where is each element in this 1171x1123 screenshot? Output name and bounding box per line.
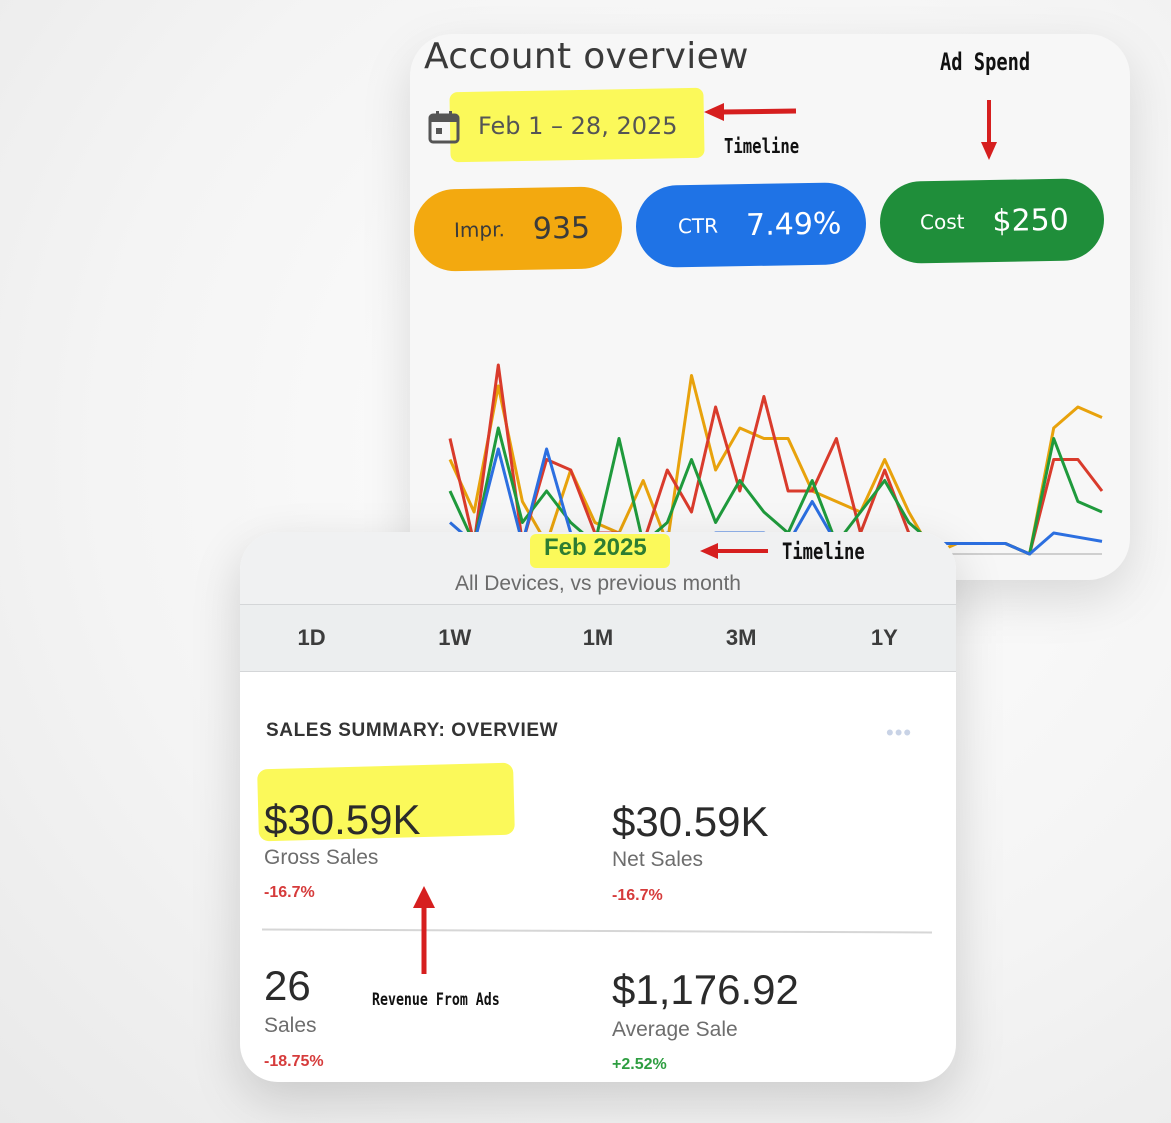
period-highlight: [530, 534, 670, 568]
period-label[interactable]: Feb 2025: [544, 534, 647, 561]
more-options-icon[interactable]: •••: [886, 720, 913, 745]
cost-value: $250: [992, 202, 1070, 239]
sales-count-value: 26: [264, 962, 311, 1009]
gross-sales-change: -16.7%: [264, 884, 315, 901]
impressions-pill[interactable]: Impr. 935: [413, 186, 623, 272]
net-sales-change: -16.7%: [612, 887, 663, 904]
average-sale-value: $1,176.92: [612, 966, 799, 1013]
tab-3m[interactable]: 3M: [725, 625, 757, 650]
chart-series-line-0: [448, 374, 1103, 556]
ctr-label: CTR: [677, 213, 719, 239]
sales-count-change: -18.75%: [264, 1053, 324, 1070]
tab-1m[interactable]: 1M: [582, 625, 614, 650]
section-title: SALES SUMMARY: OVERVIEW: [266, 720, 559, 741]
divider: [261, 928, 933, 934]
account-overview-card: Account overview Feb 1 – 28, 2025 Impr. …: [410, 34, 1130, 580]
net-sales-value: $30.59K: [612, 798, 769, 845]
comparison-subtitle[interactable]: All Devices, vs previous month: [455, 572, 741, 595]
left-arrow-icon: [704, 103, 797, 121]
gross-sales-value: $30.59K: [264, 796, 421, 843]
tab-1d[interactable]: 1D: [297, 625, 326, 650]
impressions-value: 935: [532, 210, 591, 247]
average-sale-label: Average Sale: [612, 1018, 738, 1041]
sales-summary-card: Feb 2025 All Devices, vs previous month …: [240, 532, 956, 1082]
ctr-value: 7.49%: [745, 205, 842, 243]
calendar-icon[interactable]: [428, 110, 460, 144]
account-overview-title: Account overview: [424, 36, 749, 77]
ad-spend-annotation: Ad Spend: [940, 48, 1031, 76]
cost-pill[interactable]: Cost $250: [879, 178, 1105, 264]
average-sale-change: +2.52%: [612, 1056, 667, 1073]
range-tabs: 1D 1W 1M 3M 1Y: [240, 604, 956, 672]
down-arrow-icon: [981, 100, 997, 160]
impressions-label: Impr.: [453, 217, 506, 243]
timeline-annotation-bottom: Timeline: [782, 540, 865, 565]
cost-label: Cost: [919, 209, 965, 235]
date-range[interactable]: Feb 1 – 28, 2025: [478, 112, 678, 140]
timeline-annotation-top: Timeline: [724, 134, 800, 158]
tab-1w[interactable]: 1W: [438, 625, 472, 650]
up-arrow-icon: [413, 886, 435, 974]
ctr-pill[interactable]: CTR 7.49%: [635, 181, 867, 269]
chart-series-line-1: [448, 363, 1104, 556]
gross-sales-label: Gross Sales: [264, 846, 379, 869]
tab-1y[interactable]: 1Y: [870, 625, 898, 650]
net-sales-label: Net Sales: [612, 848, 704, 871]
sales-count-label: Sales: [264, 1014, 317, 1037]
period-header: Feb 2025 All Devices, vs previous month: [240, 532, 956, 604]
revenue-annotation: Revenue From Ads: [372, 990, 500, 1010]
left-arrow-icon: [700, 543, 768, 559]
